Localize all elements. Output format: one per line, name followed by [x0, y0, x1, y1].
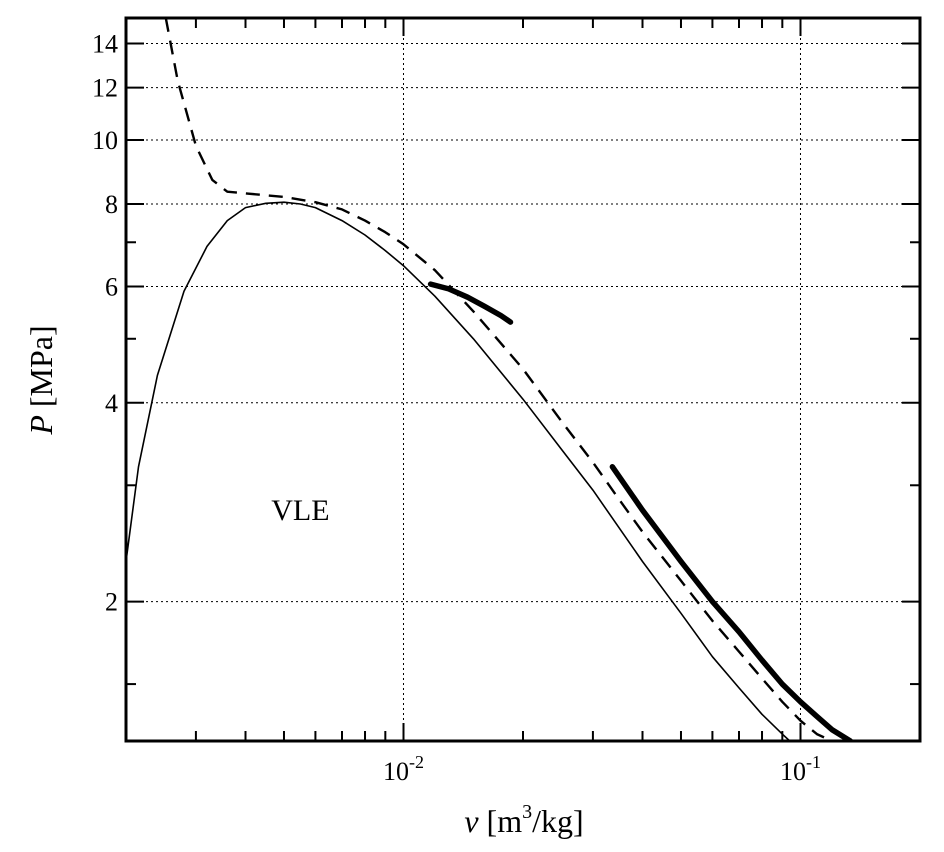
y-tick-label: 12 [92, 74, 118, 103]
tick-labels: 2 4 6 8 10 12 14 10-2 10-1 [92, 29, 821, 786]
series-thin-solid [126, 201, 791, 741]
x-tick-label: 10-2 [383, 752, 424, 786]
y-tick-label: 10 [92, 126, 118, 155]
axis-ticks [126, 18, 920, 741]
x-tick-label: 10-1 [780, 752, 821, 786]
series-thick-solid-segment-0 [427, 281, 514, 325]
curves [126, 18, 854, 741]
y-tick-label: 2 [105, 588, 118, 617]
plot-frame [124, 16, 922, 743]
x-axis-label-unit-post: /kg] [532, 803, 584, 839]
x-axis-label-unit-exp: 3 [522, 801, 532, 823]
y-tick-label: 4 [105, 389, 118, 418]
annotation-vle: VLE [271, 494, 329, 527]
series-thick-solid-segment-1 [609, 464, 854, 741]
x-axis-label-unit-pre: [m [479, 803, 523, 839]
y-tick-label: 14 [92, 29, 118, 58]
series-dashed [164, 18, 840, 741]
y-axis-label-symbol: P [23, 415, 59, 436]
x-axis-label-symbol: v [464, 803, 479, 839]
grid-lines [126, 18, 920, 741]
y-axis-label: P [MPa] [23, 325, 59, 435]
y-tick-label: 8 [105, 190, 118, 219]
x-axis-label: v [m3/kg] [464, 801, 583, 839]
y-tick-label: 6 [105, 272, 118, 301]
y-axis-label-unit: [MPa] [23, 325, 59, 415]
